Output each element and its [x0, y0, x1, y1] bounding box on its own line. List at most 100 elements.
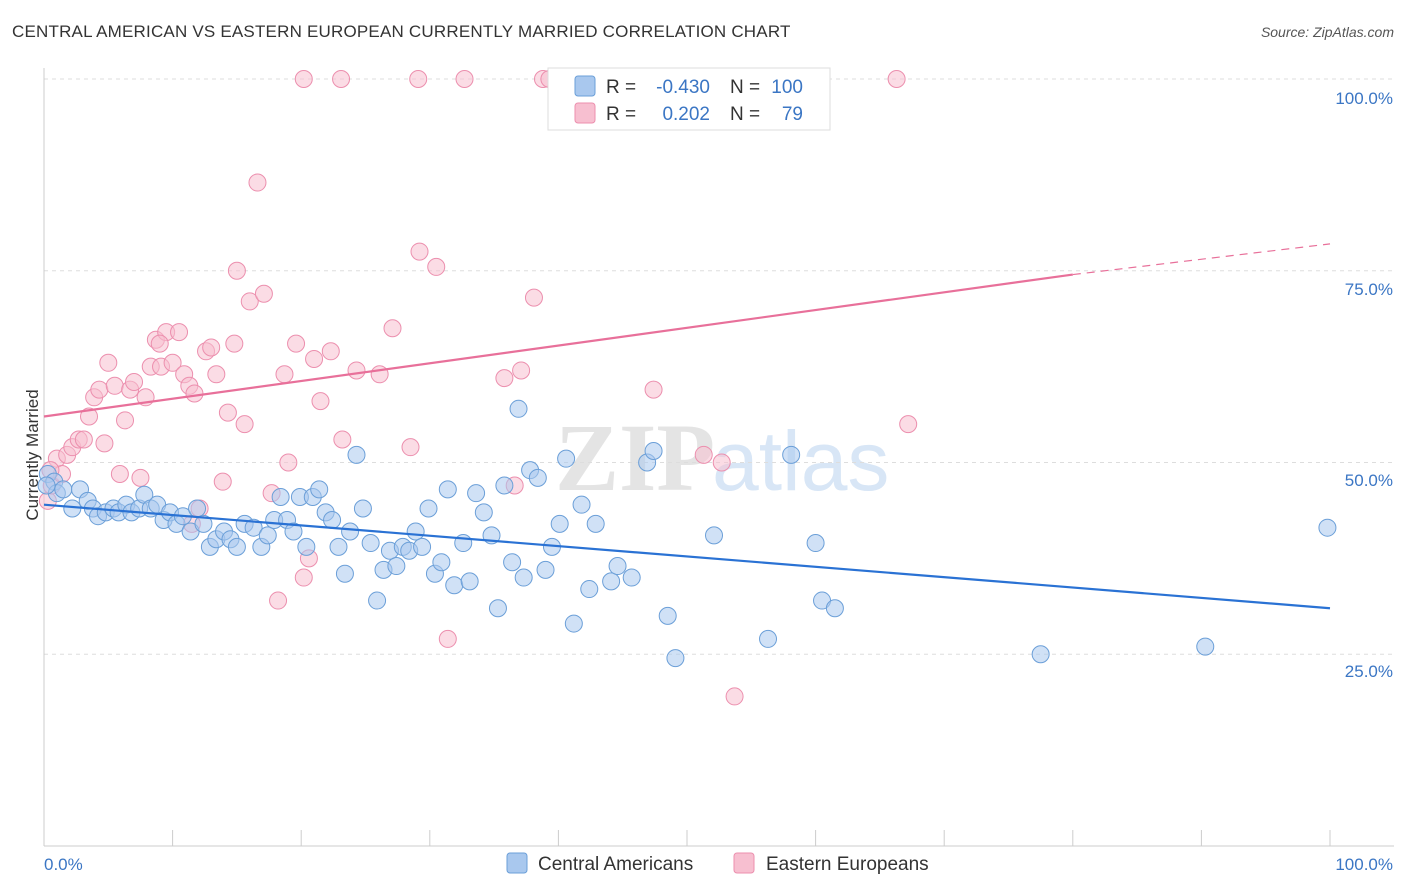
data-point-central-american [1196, 637, 1215, 656]
data-point-central-american [705, 526, 724, 545]
data-point-central-american [503, 553, 522, 572]
data-point-eastern-european [125, 372, 144, 391]
data-point-eastern-european [495, 369, 514, 388]
data-point-eastern-european [248, 173, 267, 192]
data-point-central-american [227, 537, 246, 556]
data-point-eastern-european [90, 380, 109, 399]
trend-line-extension-eastern-europeans [1072, 243, 1331, 276]
legend-n-label: N = [730, 77, 760, 98]
data-point-eastern-european [170, 323, 189, 342]
data-point-central-american [666, 649, 685, 668]
data-point-eastern-european [524, 288, 543, 307]
data-point-central-american [353, 499, 372, 518]
data-point-central-american [341, 522, 360, 541]
data-point-central-american [244, 518, 263, 537]
data-point-eastern-european [311, 392, 330, 411]
data-point-central-american [361, 534, 380, 553]
data-point-eastern-european [254, 284, 273, 303]
data-point-central-american [310, 480, 329, 499]
data-point-eastern-european [321, 342, 340, 361]
data-point-eastern-european [218, 403, 237, 422]
legend-swatch-blue [574, 75, 596, 97]
data-point-central-american [194, 514, 213, 533]
bottom-legend-swatch-blue [506, 852, 528, 874]
data-point-eastern-european [347, 361, 366, 380]
legend-n-label: N = [730, 104, 760, 125]
data-point-central-american [188, 499, 207, 518]
data-point-central-american [460, 572, 479, 591]
chart-title: CENTRAL AMERICAN VS EASTERN EUROPEAN CUR… [12, 22, 791, 41]
data-point-central-american [536, 560, 555, 579]
x-axis-ticks [43, 830, 1331, 846]
data-point-eastern-european [131, 468, 150, 487]
data-point-eastern-european [227, 261, 246, 280]
data-point-central-american [572, 495, 591, 514]
watermark-zip: ZIP [555, 404, 715, 511]
data-point-central-american [488, 599, 507, 618]
data-point-central-american [495, 476, 514, 495]
data-point-eastern-european [202, 338, 221, 357]
x-tick-label: 0.0% [44, 855, 83, 874]
data-point-central-american [514, 568, 533, 587]
y-tick-label: 50.0% [1345, 471, 1393, 490]
legend-r-value: -0.430 [656, 77, 710, 98]
legend-swatch-pink [574, 102, 596, 124]
y-tick-label: 100.0% [1335, 89, 1393, 108]
y-axis-title: Currently Married [23, 389, 42, 520]
data-point-central-american [368, 591, 387, 610]
data-point-central-american [323, 511, 342, 530]
legend-box: R = -0.430 N = 100 R = 0.202 N = 79 [547, 67, 831, 131]
data-point-eastern-european [294, 70, 313, 88]
data-point-eastern-european [694, 445, 713, 464]
data-point-eastern-european [305, 349, 324, 368]
data-point-eastern-european [74, 430, 93, 449]
data-point-central-american [37, 476, 56, 495]
data-point-eastern-european [105, 376, 124, 395]
data-point-eastern-european [438, 629, 457, 648]
bottom-legend: Central Americans Eastern Europeans [506, 852, 929, 875]
bottom-legend-label: Eastern Europeans [766, 854, 929, 875]
legend-r-label: R = [606, 77, 636, 98]
data-point-central-american [1318, 518, 1337, 537]
data-point-central-american [432, 553, 451, 572]
data-point-central-american [347, 445, 366, 464]
data-point-eastern-european [240, 292, 259, 311]
data-point-eastern-european [644, 380, 663, 399]
data-point-eastern-european [294, 568, 313, 587]
trend-line-eastern-europeans [43, 273, 1073, 418]
data-point-eastern-european [332, 70, 351, 88]
legend-n-value: 100 [771, 77, 803, 98]
data-point-central-american [297, 537, 316, 556]
data-point-eastern-european [269, 591, 288, 610]
data-point-eastern-european [899, 415, 918, 434]
data-point-eastern-european [110, 465, 129, 484]
data-point-central-american [782, 445, 801, 464]
data-point-central-american [271, 488, 290, 507]
data-point-central-american [825, 599, 844, 618]
data-point-central-american [54, 480, 73, 499]
data-point-central-american [1031, 645, 1050, 664]
data-point-central-american [644, 441, 663, 460]
data-point-eastern-european [410, 242, 429, 261]
data-point-eastern-european [225, 334, 244, 353]
series-eastern-europeans [38, 70, 918, 706]
data-point-central-american [658, 606, 677, 625]
y-tick-label: 25.0% [1345, 662, 1393, 681]
data-point-eastern-european [409, 70, 428, 88]
y-tick-label: 75.0% [1345, 280, 1393, 299]
data-point-central-american [445, 576, 464, 595]
data-point-central-american [759, 629, 778, 648]
data-point-eastern-european [99, 353, 118, 372]
data-point-eastern-european [287, 334, 306, 353]
data-point-central-american [509, 399, 528, 418]
data-point-central-american [467, 484, 486, 503]
data-point-eastern-european [427, 257, 446, 276]
data-point-eastern-european [383, 319, 402, 338]
data-point-central-american [335, 564, 354, 583]
data-point-eastern-european [80, 407, 99, 426]
data-point-eastern-european [725, 687, 744, 706]
y-tick-labels: 25.0% 50.0% 75.0% 100.0% [1335, 89, 1393, 681]
data-point-central-american [557, 449, 576, 468]
trend-line-central-americans [43, 503, 1331, 610]
